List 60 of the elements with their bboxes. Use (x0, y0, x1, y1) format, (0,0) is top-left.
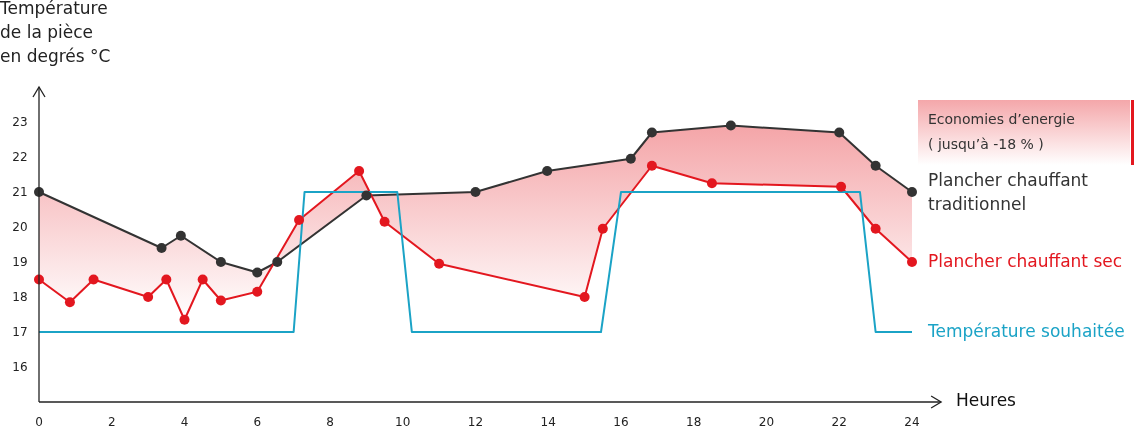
point (143, 292, 154, 302)
point (161, 274, 172, 285)
point (294, 215, 305, 225)
point (379, 216, 390, 227)
x-axis-title: Heures (956, 390, 1017, 410)
y-tick-label: 20 (12, 219, 28, 234)
y-tick-label: 23 (12, 114, 28, 129)
point (579, 292, 590, 302)
point (88, 274, 99, 285)
y-axis-title: Température de la pièce en degrés °C (0, 0, 111, 66)
series-label: Plancher chauffant sec (928, 251, 1123, 271)
point (179, 314, 190, 325)
x-tick-label: 20 (758, 414, 775, 429)
annotation: Economies d’energie ( jusqu’à -18 % ) (928, 111, 1075, 152)
x-tick-label: 24 (904, 414, 920, 429)
point (870, 160, 881, 171)
y-tick-label: 22 (12, 149, 28, 164)
point (834, 127, 845, 138)
y-tick-label: 17 (12, 324, 28, 339)
point (706, 178, 717, 189)
point (542, 166, 553, 176)
series-label: Température souhaitée (927, 321, 1125, 341)
point (252, 286, 263, 297)
point (907, 187, 917, 197)
y-tick-label: 19 (12, 254, 28, 269)
point (907, 257, 917, 267)
point (272, 257, 283, 267)
point (64, 297, 75, 308)
point (597, 223, 608, 234)
point (215, 295, 226, 306)
point (156, 243, 167, 253)
point (252, 267, 263, 278)
point (646, 160, 657, 171)
point (361, 190, 372, 201)
point (625, 153, 636, 164)
point (197, 274, 208, 285)
x-tick-label: 12 (467, 414, 484, 429)
point (434, 258, 445, 269)
x-tick-label: 8 (326, 414, 334, 429)
point (175, 230, 186, 241)
point (470, 187, 481, 197)
point (354, 166, 365, 176)
y-tick-label: 18 (12, 289, 28, 304)
point (836, 181, 847, 192)
x-tick-label: 18 (686, 414, 702, 429)
x-tick-label: 0 (35, 414, 43, 429)
x-tick-label: 10 (395, 414, 411, 429)
y-tick-label: 16 (12, 359, 28, 374)
x-tick-label: 4 (180, 414, 189, 429)
x-tick-label: 6 (253, 414, 262, 429)
point (870, 223, 881, 234)
series-label: Plancher chauffant traditionnel (928, 170, 1089, 214)
x-tick-label: 2 (107, 414, 116, 429)
y-tick-label: 21 (12, 184, 28, 199)
point (646, 127, 657, 138)
x-tick-label: 22 (831, 414, 847, 429)
x-tick-label: 14 (540, 414, 556, 429)
point (215, 257, 226, 267)
x-tick-label: 16 (613, 414, 629, 429)
point (725, 120, 736, 131)
